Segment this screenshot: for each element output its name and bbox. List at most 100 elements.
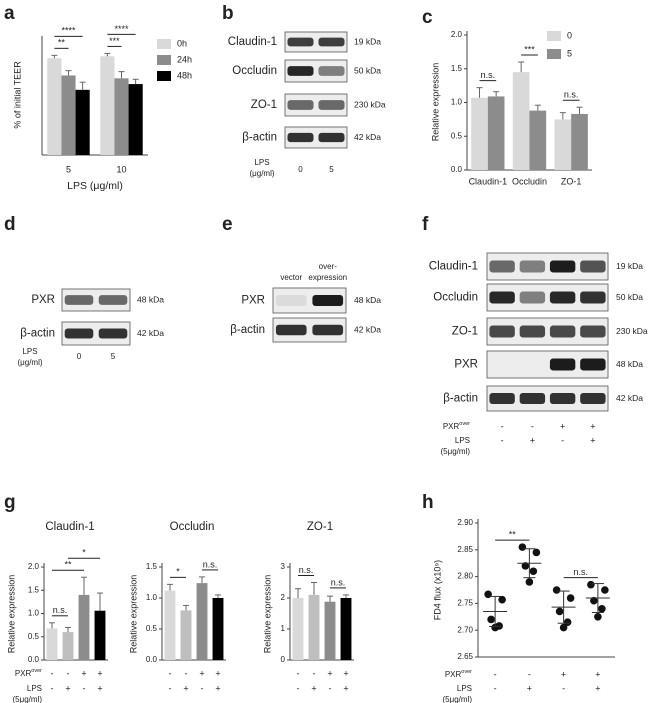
blot-band bbox=[98, 328, 128, 339]
condition-sign: + bbox=[343, 683, 348, 693]
condition-sign: - bbox=[501, 435, 504, 445]
condition-label: PXRover bbox=[443, 421, 470, 431]
blot-band bbox=[318, 100, 345, 110]
bar bbox=[512, 72, 530, 170]
condition-sign: - bbox=[297, 683, 300, 693]
blot-kda: 42 kDa bbox=[616, 393, 643, 403]
lane-label: over- bbox=[319, 262, 338, 271]
x-tick-label: Occludin bbox=[512, 176, 547, 186]
x-tick-label: 5 bbox=[66, 164, 71, 174]
data-point bbox=[601, 586, 609, 594]
blot-label: Occludin bbox=[232, 65, 277, 77]
condition-label: PXRover bbox=[445, 669, 472, 679]
condition-sign: + bbox=[65, 683, 70, 693]
condition-sign: + bbox=[183, 683, 188, 693]
condition-sign: + bbox=[590, 435, 595, 445]
condition-label-main: PXR bbox=[443, 422, 460, 431]
condition-sign: - bbox=[51, 683, 54, 693]
condition-sign: - bbox=[169, 668, 172, 678]
blot-kda: 230 kDa bbox=[354, 99, 386, 109]
significance-label: n.s. bbox=[573, 567, 588, 577]
data-point bbox=[590, 596, 598, 605]
blot-band bbox=[489, 393, 515, 404]
significance-label: **** bbox=[61, 26, 76, 36]
blot-kda: 50 kDa bbox=[354, 65, 381, 75]
bar bbox=[114, 78, 129, 155]
condition-sign: + bbox=[590, 421, 595, 431]
condition-sign: - bbox=[501, 421, 504, 431]
bar bbox=[529, 110, 547, 170]
condition-sign: - bbox=[67, 668, 70, 678]
condition-sign: - bbox=[51, 668, 54, 678]
data-point bbox=[594, 613, 602, 621]
lane-label: expression bbox=[308, 273, 347, 282]
blot-band bbox=[312, 324, 344, 336]
y-tick-label: 2.0 bbox=[28, 562, 40, 571]
y-tick-label: 2.70 bbox=[457, 625, 473, 634]
y-tick-label: 2.80 bbox=[457, 572, 473, 581]
significance-label: *** bbox=[524, 44, 535, 54]
bar bbox=[212, 598, 224, 660]
legend-label: 0 bbox=[567, 30, 572, 40]
legend-label: 48h bbox=[177, 70, 192, 80]
blot-strip bbox=[61, 321, 131, 346]
blot-band bbox=[98, 295, 128, 305]
chart-title: ZO-1 bbox=[307, 521, 333, 533]
condition-label: LPS bbox=[457, 684, 472, 693]
y-tick-label: 2.65 bbox=[457, 652, 473, 661]
blot-kda: 42 kDa bbox=[137, 328, 164, 338]
y-axis-title: FD4 flux (x10⁹) bbox=[432, 560, 442, 620]
condition-label: LPS bbox=[455, 436, 470, 445]
y-tick-label: 2.75 bbox=[457, 599, 473, 608]
blot-band bbox=[580, 291, 606, 304]
blot-band bbox=[489, 325, 515, 338]
y-tick-label: 1.5 bbox=[451, 64, 463, 73]
blot-kda: 19 kDa bbox=[354, 36, 381, 46]
significance-label: ** bbox=[64, 560, 72, 570]
blot-band bbox=[64, 328, 94, 339]
data-point bbox=[532, 548, 541, 557]
panel-letter: a bbox=[4, 3, 15, 24]
blot-band bbox=[287, 37, 314, 47]
condition-sign: - bbox=[169, 683, 172, 693]
condition-label: PXRover bbox=[15, 668, 42, 678]
panel-letter: g bbox=[4, 492, 16, 513]
significance-label: n.s. bbox=[203, 559, 218, 569]
panel-letter: e bbox=[222, 214, 233, 235]
bar bbox=[46, 628, 58, 660]
y-tick-label: 1 bbox=[281, 624, 286, 633]
significance-label: **** bbox=[114, 24, 129, 34]
lane-label: 0 bbox=[77, 352, 82, 361]
significance-label: n.s. bbox=[299, 565, 314, 575]
y-tick-label: 0.0 bbox=[451, 165, 463, 174]
blot-band bbox=[318, 132, 345, 143]
condition-sign: + bbox=[560, 421, 565, 431]
y-axis-title: Relative expression bbox=[128, 575, 138, 654]
y-tick-label: 1.5 bbox=[146, 562, 158, 571]
blot-band bbox=[549, 325, 576, 338]
condition-sign: + bbox=[527, 683, 532, 693]
y-tick-label: 0.5 bbox=[146, 624, 158, 633]
condition-sign: + bbox=[97, 668, 102, 678]
bar bbox=[180, 610, 192, 660]
blot-band bbox=[580, 325, 606, 338]
bar bbox=[471, 97, 488, 170]
condition-sign: + bbox=[595, 669, 600, 679]
condition-sign: + bbox=[97, 683, 102, 693]
blot-kda: 50 kDa bbox=[616, 292, 643, 302]
blot-band bbox=[64, 295, 94, 305]
legend-label: 5 bbox=[567, 48, 572, 58]
condition-sign: - bbox=[494, 669, 497, 679]
x-tick-label: 10 bbox=[116, 164, 126, 174]
blot-band bbox=[519, 260, 546, 273]
y-axis-title: Relative expression bbox=[430, 63, 440, 142]
bar bbox=[571, 113, 588, 170]
blot-label: PXR bbox=[241, 295, 265, 307]
significance-label: * bbox=[82, 548, 86, 558]
legend-swatch bbox=[547, 31, 561, 41]
condition-sign: + bbox=[81, 668, 86, 678]
condition-sign: + bbox=[343, 668, 348, 678]
legend-label: 0h bbox=[177, 38, 187, 48]
blot-band bbox=[275, 295, 307, 306]
data-point bbox=[559, 623, 568, 632]
